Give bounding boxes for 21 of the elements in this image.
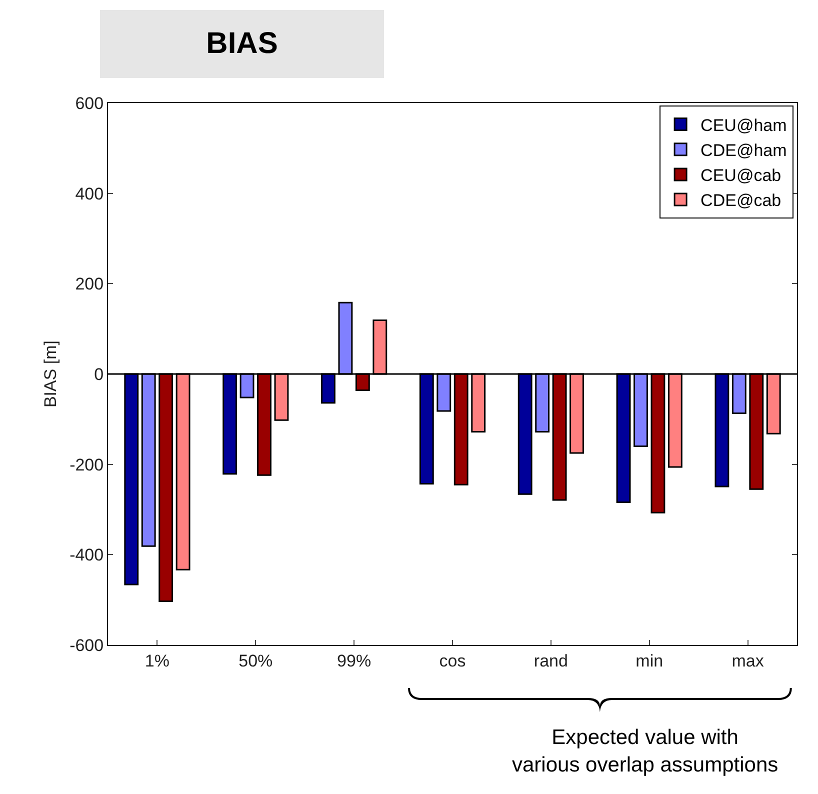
legend-label: CDE@cab [700,191,782,210]
y-tick-label: 600 [75,94,104,113]
x-tick-label: 99% [337,651,372,670]
y-tick-label: 400 [75,184,104,204]
text: Expected value with various overlap assumptions [512,726,778,776]
y-axis-title: BIAS [m] [41,340,60,408]
x-tick-label: max [732,651,764,670]
chart-title: BIAS [100,10,384,78]
y-tick-label: -600 [70,636,104,655]
y-tick-label: -400 [70,546,104,565]
legend-label: CDE@ham [700,140,787,160]
legend-label: CEU@cab [700,166,782,186]
x-tick-label: cos [439,651,466,670]
x-tick-label: rand [534,651,568,670]
x-tick-label: 1% [144,651,170,670]
y-tick-label: -200 [70,455,104,474]
x-tick-label: 50% [238,651,273,670]
y-tick-label: 0 [94,364,104,384]
legend-label: CEU@ham [700,116,787,135]
y-tick-label: 200 [75,274,104,294]
x-tick-label: min [636,651,664,670]
